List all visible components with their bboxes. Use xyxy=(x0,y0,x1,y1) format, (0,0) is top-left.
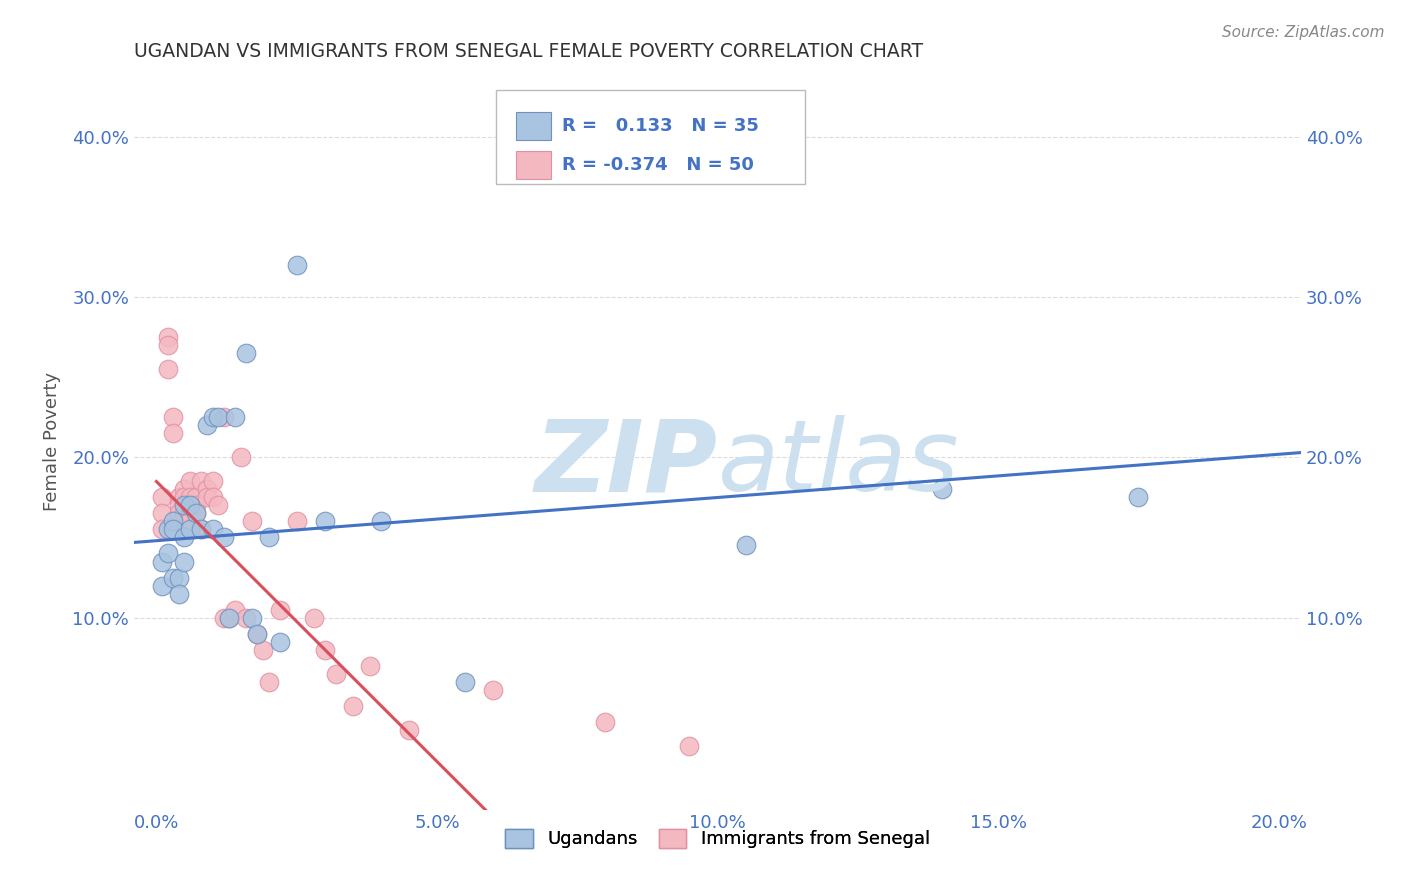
Point xyxy=(195,491,218,505)
Point xyxy=(246,626,269,640)
Point xyxy=(314,642,336,657)
Point xyxy=(173,554,195,568)
Point xyxy=(235,346,257,360)
Point xyxy=(207,499,229,513)
Point xyxy=(167,586,190,600)
Point xyxy=(179,499,201,513)
Point xyxy=(454,674,477,689)
Point xyxy=(173,499,195,513)
Point xyxy=(229,450,252,465)
Text: UGANDAN VS IMMIGRANTS FROM SENEGAL FEMALE POVERTY CORRELATION CHART: UGANDAN VS IMMIGRANTS FROM SENEGAL FEMAL… xyxy=(134,42,924,61)
Point xyxy=(212,531,235,545)
Point xyxy=(150,491,173,505)
FancyBboxPatch shape xyxy=(496,89,806,184)
Point xyxy=(150,554,173,568)
Point xyxy=(162,426,184,441)
Point xyxy=(201,410,224,425)
Point xyxy=(235,610,257,624)
Text: ZIP: ZIP xyxy=(534,415,717,512)
Point xyxy=(218,610,240,624)
Point xyxy=(269,634,291,648)
Point xyxy=(179,507,201,521)
Point xyxy=(162,570,184,584)
Point xyxy=(162,515,184,529)
Point xyxy=(173,491,195,505)
Point xyxy=(167,491,190,505)
Point xyxy=(325,666,347,681)
Point xyxy=(931,483,953,497)
Point xyxy=(156,330,179,344)
Point xyxy=(314,515,336,529)
Point xyxy=(207,410,229,425)
Point xyxy=(184,499,207,513)
Point xyxy=(240,610,263,624)
Point xyxy=(269,602,291,616)
Text: R = -0.374   N = 50: R = -0.374 N = 50 xyxy=(562,155,754,174)
Point xyxy=(179,523,201,537)
Point xyxy=(162,523,184,537)
Point xyxy=(302,610,325,624)
Bar xyxy=(516,112,551,140)
Point xyxy=(359,658,381,673)
Bar xyxy=(516,151,551,178)
Point xyxy=(482,682,505,697)
Point xyxy=(150,523,173,537)
Point xyxy=(156,547,179,561)
Point xyxy=(246,626,269,640)
Legend: Ugandans, Immigrants from Senegal: Ugandans, Immigrants from Senegal xyxy=(498,822,936,855)
Text: atlas: atlas xyxy=(717,415,959,512)
Point xyxy=(595,714,617,729)
Point xyxy=(173,483,195,497)
Point xyxy=(184,507,207,521)
Point xyxy=(224,602,246,616)
Point xyxy=(1128,491,1150,505)
Point xyxy=(150,507,173,521)
Point xyxy=(190,523,212,537)
Point xyxy=(150,578,173,592)
Point xyxy=(190,475,212,489)
Point xyxy=(195,483,218,497)
Point xyxy=(201,475,224,489)
Point xyxy=(201,523,224,537)
Point xyxy=(195,418,218,433)
Point xyxy=(678,739,700,753)
Point xyxy=(184,491,207,505)
Point xyxy=(734,539,756,553)
Point xyxy=(156,523,179,537)
Point xyxy=(257,674,280,689)
Point xyxy=(156,362,179,376)
Point xyxy=(179,475,201,489)
Point xyxy=(190,523,212,537)
Point xyxy=(201,491,224,505)
Point xyxy=(167,507,190,521)
Text: R =   0.133   N = 35: R = 0.133 N = 35 xyxy=(562,118,759,136)
Point xyxy=(167,499,190,513)
Point xyxy=(370,515,392,529)
Point xyxy=(285,259,308,273)
Point xyxy=(167,570,190,584)
Point xyxy=(240,515,263,529)
Point xyxy=(342,698,364,713)
Point xyxy=(179,491,201,505)
Point xyxy=(218,610,240,624)
Point xyxy=(173,507,195,521)
Point xyxy=(252,642,274,657)
Point xyxy=(212,610,235,624)
Point xyxy=(156,338,179,352)
Point xyxy=(224,410,246,425)
Point xyxy=(162,410,184,425)
Point xyxy=(398,723,420,737)
Point xyxy=(179,515,201,529)
Point xyxy=(212,410,235,425)
Point xyxy=(257,531,280,545)
Point xyxy=(173,523,195,537)
Text: Source: ZipAtlas.com: Source: ZipAtlas.com xyxy=(1222,25,1385,40)
Point xyxy=(285,515,308,529)
Point xyxy=(184,507,207,521)
Y-axis label: Female Poverty: Female Poverty xyxy=(44,372,60,511)
Point xyxy=(173,531,195,545)
